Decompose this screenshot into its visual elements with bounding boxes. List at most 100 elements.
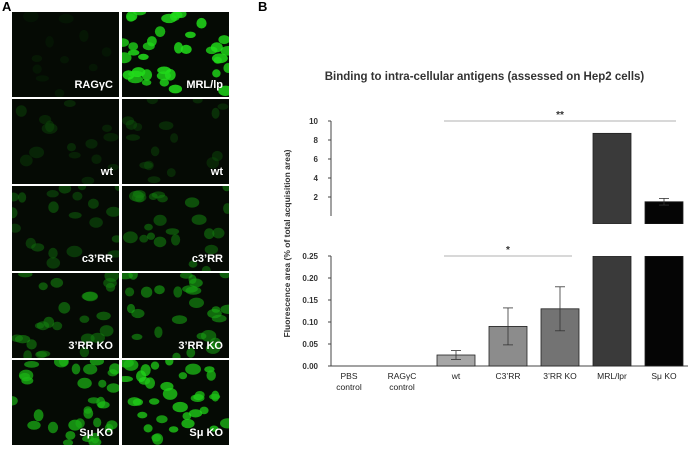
bar [488, 325, 528, 367]
cell-nucleus [32, 64, 42, 74]
micrograph-cells [122, 360, 229, 445]
cell-nucleus [140, 286, 153, 298]
cell-nucleus [149, 398, 160, 405]
cell-nucleus [153, 214, 167, 226]
cell-nucleus [47, 421, 59, 434]
panel-label-b: B [258, 0, 268, 14]
micrograph-label: MRL/lp [186, 79, 223, 91]
y-tick-label: 0.10 [302, 318, 318, 327]
cell-nucleus [156, 71, 171, 81]
cell-nucleus [133, 123, 143, 131]
chart-title: Binding to intra-cellular antigens (asse… [324, 71, 645, 83]
cell-nucleus [210, 42, 223, 53]
cell-nucleus [131, 192, 147, 203]
cell-nucleus [213, 56, 222, 64]
cell-nucleus [172, 352, 181, 358]
cell-nucleus [223, 203, 229, 214]
cell-nucleus [194, 391, 205, 399]
cell-nucleus [128, 42, 139, 51]
cell-nucleus [91, 154, 102, 164]
cell-nucleus [65, 431, 76, 440]
cell-nucleus [180, 44, 192, 55]
micrograph-label: wt [210, 166, 223, 178]
cell-nucleus [137, 411, 148, 419]
cell-nucleus [89, 360, 104, 366]
cell-nucleus [146, 99, 159, 105]
cell-nucleus [50, 277, 64, 288]
cell-nucleus [220, 304, 229, 314]
cell-nucleus [12, 334, 23, 342]
cell-nucleus [18, 273, 33, 278]
cell-nucleus [185, 286, 202, 295]
micrograph-cells [15, 100, 119, 184]
cell-nucleus [131, 333, 143, 340]
cell-nucleus [219, 273, 229, 279]
cell-nucleus [186, 347, 196, 358]
cell-nucleus [166, 168, 176, 178]
cell-nucleus [58, 186, 72, 194]
cell-nucleus [89, 217, 103, 228]
micrograph-label: Sμ KO [189, 427, 223, 439]
cell-nucleus [127, 303, 135, 314]
cell-nucleus [185, 31, 196, 38]
cell-nucleus [171, 315, 188, 324]
y-tick-label: 0.00 [302, 362, 318, 371]
micrograph: MRL/lp [122, 12, 229, 97]
cell-nucleus [150, 146, 160, 157]
cell-nucleus [125, 119, 138, 130]
cell-nucleus [31, 55, 43, 62]
cell-nucleus [12, 396, 18, 406]
cell-nucleus [147, 36, 157, 47]
cell-nucleus [48, 201, 59, 213]
cell-nucleus [159, 78, 169, 87]
cell-nucleus [96, 311, 111, 321]
x-tick-label: PBS [340, 371, 357, 381]
cell-nucleus [204, 244, 219, 255]
cell-nucleus [62, 439, 74, 445]
micrograph-label: Sμ KO [79, 427, 113, 439]
cell-nucleus [88, 63, 98, 72]
bar [592, 132, 632, 225]
cell-nucleus [79, 315, 90, 323]
cell-nucleus [173, 286, 183, 298]
cell-nucleus [128, 273, 138, 280]
significance-label: * [506, 245, 510, 256]
x-tick-label: control [336, 382, 362, 392]
cell-nucleus [77, 377, 92, 389]
axis-break-gap [592, 224, 632, 256]
cell-nucleus [188, 409, 203, 418]
cell-nucleus [31, 243, 45, 252]
micrograph-label: 3’RR KO [68, 340, 113, 352]
micrograph-cells [122, 99, 229, 184]
cell-nucleus [71, 363, 81, 375]
cell-nucleus [126, 13, 136, 22]
cell-nucleus [79, 29, 89, 42]
cell-nucleus [12, 207, 18, 219]
cell-nucleus [171, 12, 183, 19]
cell-nucleus [23, 350, 32, 358]
axis-break-gap [644, 224, 684, 256]
y-tick-label: 4 [314, 174, 319, 183]
cell-nucleus [111, 235, 119, 243]
x-tick-label: wt [451, 371, 461, 381]
cell-nucleus [168, 84, 183, 94]
cell-nucleus [79, 346, 90, 358]
cell-nucleus [156, 415, 168, 424]
micrograph-cells [12, 186, 119, 269]
cell-nucleus [189, 297, 204, 308]
cell-nucleus [128, 49, 140, 56]
x-tick-label: MRL/lpr [597, 371, 627, 381]
cell-nucleus [191, 214, 207, 225]
cell-nucleus [145, 377, 155, 389]
cell-nucleus [41, 123, 58, 134]
cell-nucleus [81, 176, 95, 184]
cell-nucleus [218, 85, 229, 96]
cell-nucleus [27, 420, 41, 430]
cell-nucleus [103, 132, 119, 142]
cell-nucleus [188, 260, 198, 268]
cell-nucleus [98, 379, 107, 388]
micrograph-cells [12, 360, 119, 445]
cell-nucleus [211, 314, 227, 323]
cell-nucleus [153, 236, 167, 248]
significance-label: ** [556, 110, 564, 121]
